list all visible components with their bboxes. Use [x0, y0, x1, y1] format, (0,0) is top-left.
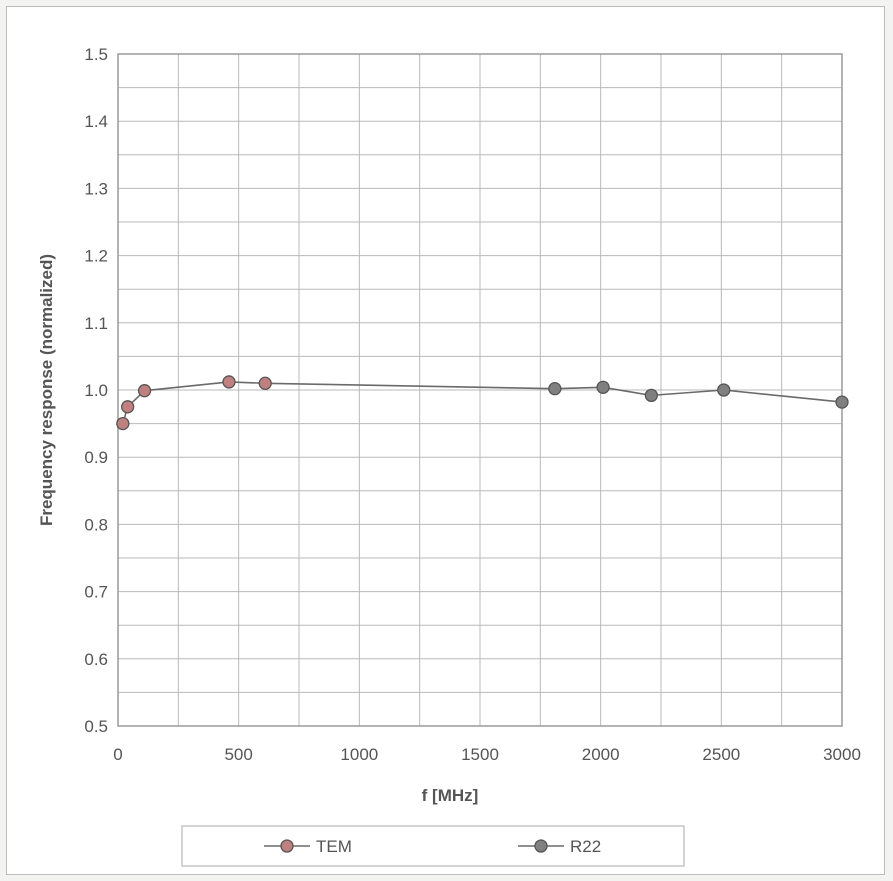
x-axis-title: f [MHz]: [422, 786, 479, 805]
legend-label-tem: TEM: [316, 837, 352, 856]
y-tick-label: 0.7: [84, 583, 108, 602]
data-point-tem: [258, 376, 272, 390]
data-point-r22: [548, 382, 562, 396]
y-tick-labels: 0.5 0.6 0.7 0.8 0.9 1.0 1.1 1.2 1.3 1.4 1.5: [84, 45, 108, 736]
data-point-tem: [137, 384, 152, 398]
data-point-tem: [116, 416, 130, 431]
x-tick-label: 0: [113, 745, 122, 764]
data-point-tem: [222, 375, 236, 389]
x-tick-label: 2500: [702, 745, 740, 764]
y-tick-label: 0.8: [84, 515, 108, 534]
y-tick-label: 1.4: [84, 112, 108, 131]
data-point-r22: [644, 388, 658, 403]
y-tick-label: 1.5: [84, 45, 108, 64]
data-point-r22: [835, 395, 849, 409]
x-tick-label: 1000: [340, 745, 378, 764]
series-points: [116, 375, 849, 431]
x-tick-label: 500: [224, 745, 252, 764]
legend-label-r22: R22: [570, 837, 601, 856]
legend-marker-r22: [534, 839, 548, 853]
y-tick-label: 1.1: [84, 314, 108, 333]
x-tick-label: 1500: [461, 745, 499, 764]
plot-area-border: [117, 53, 843, 727]
y-tick-label: 0.6: [84, 650, 108, 669]
legend-marker-tem: [280, 839, 294, 853]
data-point-r22: [717, 383, 731, 397]
grid: [117, 53, 843, 727]
chart-frame: [6, 6, 885, 875]
legend-items: TEM R22: [264, 837, 601, 856]
legend: TEM R22: [181, 825, 685, 867]
data-point-r22: [596, 380, 610, 394]
x-tick-label: 3000: [823, 745, 861, 764]
legend-box: [181, 825, 685, 867]
data-point-tem: [121, 400, 135, 414]
y-tick-label: 0.9: [84, 448, 108, 467]
series-connector-line: [265, 382, 555, 390]
x-tick-label: 2000: [582, 745, 620, 764]
y-tick-label: 1.2: [84, 247, 108, 266]
y-axis-title: Frequency response (normalized): [37, 254, 56, 526]
x-tick-labels: 0 500 1000 1500 2000 2500 3000: [113, 745, 861, 764]
y-tick-label: 0.5: [84, 717, 108, 736]
y-tick-label: 1.0: [84, 381, 108, 400]
y-tick-label: 1.3: [84, 179, 108, 198]
